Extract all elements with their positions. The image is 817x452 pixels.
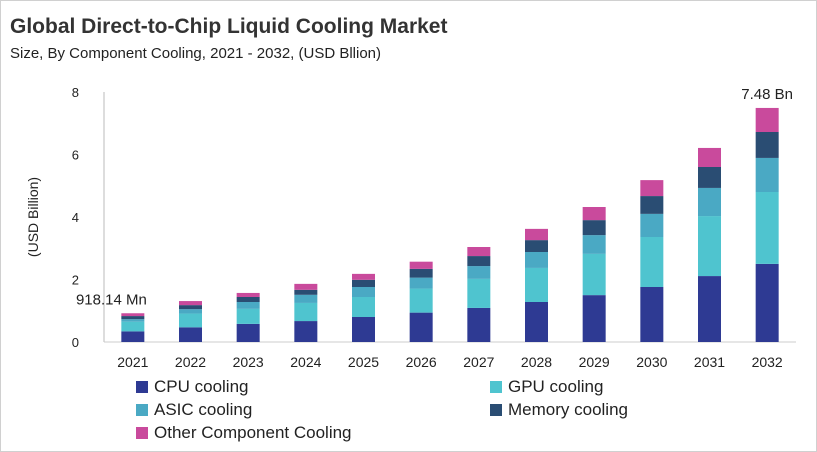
x-tick-label: 2028 [521, 354, 552, 370]
legend-item: Other Component Cooling [136, 423, 352, 443]
y-tick-label: 2 [72, 273, 79, 288]
y-axis-label: (USD Billion) [25, 177, 41, 257]
legend-swatch [136, 427, 148, 439]
y-tick-label: 4 [72, 210, 79, 225]
bar-segment-gpu-cooling [698, 216, 721, 277]
bar-segment-cpu-cooling [409, 312, 433, 342]
bar-segment-other-component-cooling [121, 313, 145, 317]
bar-segment-other-component-cooling [755, 107, 779, 132]
bar-segment-cpu-cooling [525, 302, 548, 342]
x-tick-label: 2023 [233, 354, 264, 370]
bar-segment-asic-cooling [121, 319, 145, 322]
x-tick-label: 2021 [117, 354, 148, 370]
bar-segment-asic-cooling [409, 277, 433, 289]
bar-segment-cpu-cooling [640, 287, 664, 342]
bar-segment-memory-cooling [121, 316, 145, 320]
bar-segment-other-component-cooling [698, 147, 721, 167]
bar-segment-memory-cooling [698, 167, 721, 188]
bar-segment-cpu-cooling [179, 327, 202, 342]
x-tick-label: 2026 [406, 354, 437, 370]
x-tick-label: 2025 [348, 354, 379, 370]
x-tick-label: 2030 [636, 354, 667, 370]
legend-swatch [490, 404, 502, 416]
y-tick-label: 6 [72, 148, 79, 163]
bar-segment-asic-cooling [698, 187, 721, 217]
x-tick-label: 2029 [579, 354, 610, 370]
bar-segment-gpu-cooling [409, 288, 433, 313]
bar-segment-gpu-cooling [179, 313, 202, 328]
bar-segment-memory-cooling [467, 256, 491, 267]
legend-item: Memory cooling [490, 400, 628, 420]
bar-segment-asic-cooling [467, 266, 491, 279]
x-tick-label: 2022 [175, 354, 206, 370]
legend-label: CPU cooling [154, 377, 249, 396]
legend-swatch [136, 381, 148, 393]
bar-segment-gpu-cooling [525, 267, 548, 302]
x-tick-label: 2031 [694, 354, 725, 370]
bar-segment-memory-cooling [640, 196, 664, 214]
bar-segment-gpu-cooling [640, 237, 664, 287]
bar-segment-gpu-cooling [352, 297, 375, 317]
bar-segment-cpu-cooling [467, 307, 491, 342]
legend-swatch [136, 404, 148, 416]
bar-segment-other-component-cooling [236, 292, 260, 297]
legend-swatch [490, 381, 502, 393]
bar-segment-cpu-cooling [582, 295, 606, 342]
bar-segment-asic-cooling [236, 302, 260, 309]
bar-segment-gpu-cooling [755, 192, 779, 264]
bar-segment-cpu-cooling [121, 331, 145, 342]
bar-segment-asic-cooling [640, 213, 664, 237]
x-tick-label: 2027 [463, 354, 494, 370]
bar-segment-gpu-cooling [121, 321, 145, 332]
bar-segment-memory-cooling [409, 268, 433, 278]
bar-segment-cpu-cooling [698, 276, 721, 342]
data-label: 918.14 Mn [76, 291, 147, 308]
bar-segment-cpu-cooling [294, 321, 318, 342]
bar-segment-asic-cooling [352, 287, 375, 297]
bar-segment-memory-cooling [294, 289, 318, 295]
x-tick-label: 2024 [290, 354, 321, 370]
legend-label: ASIC cooling [154, 400, 253, 419]
bar-segment-other-component-cooling [179, 301, 202, 306]
legend-item: CPU cooling [136, 377, 249, 397]
bar-segment-other-component-cooling [582, 207, 606, 221]
bar-segment-memory-cooling [179, 305, 202, 310]
bar-segment-cpu-cooling [236, 323, 260, 342]
bar-segment-cpu-cooling [352, 317, 375, 342]
legend-item: ASIC cooling [136, 400, 252, 420]
y-tick-label: 0 [72, 335, 79, 350]
bar-segment-asic-cooling [294, 294, 318, 303]
bar-segment-memory-cooling [236, 297, 260, 302]
bar-segment-asic-cooling [525, 252, 548, 268]
x-tick-label: 2032 [752, 354, 783, 370]
legend-item: GPU cooling [490, 377, 603, 397]
y-tick-label: 8 [72, 85, 79, 100]
bar-segment-gpu-cooling [236, 308, 260, 324]
bar-segment-memory-cooling [352, 279, 375, 287]
bar-segment-memory-cooling [755, 132, 779, 158]
bar-segment-other-component-cooling [294, 283, 318, 290]
bar-segment-gpu-cooling [467, 278, 491, 308]
bar-segment-cpu-cooling [755, 263, 779, 342]
bar-segment-asic-cooling [582, 235, 606, 254]
bar-segment-asic-cooling [179, 309, 202, 314]
bar-segment-memory-cooling [582, 220, 606, 236]
bar-segment-gpu-cooling [582, 253, 606, 296]
legend-label: Other Component Cooling [154, 423, 352, 442]
bar-segment-other-component-cooling [640, 180, 664, 197]
bar-segment-other-component-cooling [525, 228, 548, 241]
bar-segment-other-component-cooling [409, 261, 433, 269]
legend-label: GPU cooling [508, 377, 604, 396]
bar-segment-asic-cooling [755, 157, 779, 192]
bar-segment-gpu-cooling [294, 302, 318, 322]
legend-label: Memory cooling [508, 400, 628, 419]
chart-subtitle: Size, By Component Cooling, 2021 - 2032,… [10, 45, 382, 62]
bar-segment-other-component-cooling [467, 247, 491, 257]
chart-title: Global Direct-to-Chip Liquid Cooling Mar… [10, 15, 448, 38]
bar-segment-memory-cooling [525, 240, 548, 252]
data-label: 7.48 Bn [741, 86, 793, 103]
bar-segment-other-component-cooling [352, 273, 375, 280]
